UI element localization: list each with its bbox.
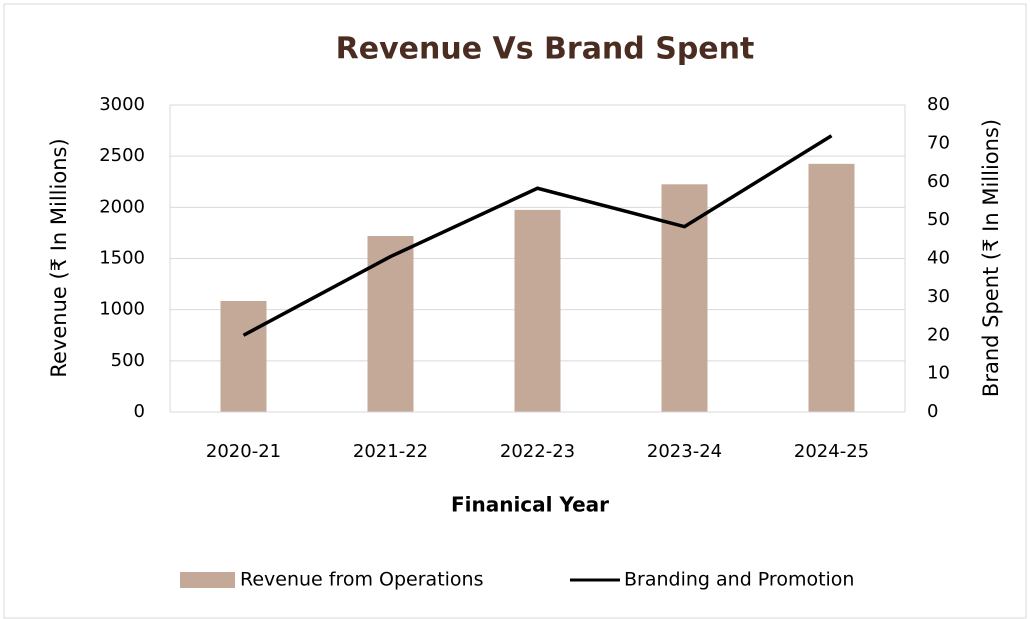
- y-tick-label: 1000: [99, 299, 145, 320]
- y-tick-label: 3000: [99, 94, 145, 115]
- y2-tick-label: 40: [927, 248, 950, 269]
- y2-tick-label: 20: [927, 324, 950, 345]
- x-tick-label: 2020-21: [206, 441, 281, 462]
- legend-label: Revenue from Operations: [240, 569, 484, 591]
- y2-tick-label: 50: [927, 209, 950, 230]
- y-axis-label: Revenue (₹ In Millions): [47, 138, 71, 377]
- line: [242, 134, 833, 337]
- y2-axis-label: Brand Spent (₹ In Millions): [979, 119, 1003, 397]
- bar: [220, 300, 267, 412]
- legend-label: Branding and Promotion: [624, 569, 854, 591]
- bar: [808, 163, 855, 412]
- x-tick-label: 2023-24: [647, 441, 722, 462]
- y2-tick-label: 30: [927, 286, 950, 307]
- bar: [367, 235, 414, 412]
- bar: [514, 209, 561, 412]
- chart-title: Revenue Vs Brand Spent: [336, 32, 755, 67]
- y-tick-label: 0: [134, 401, 145, 422]
- y2-tick-label: 60: [927, 171, 950, 192]
- y2-tick-label: 0: [927, 401, 938, 422]
- y-tick-label: 2000: [99, 196, 145, 217]
- x-tick-label: 2021-22: [353, 441, 428, 462]
- y-tick-label: 1500: [99, 248, 145, 269]
- y2-tick-label: 80: [927, 94, 950, 115]
- y2-tick-label: 10: [927, 363, 950, 384]
- y-tick-label: 500: [111, 350, 145, 371]
- x-tick-label: 2024-25: [794, 441, 869, 462]
- legend-swatch: [180, 572, 235, 588]
- y-tick-label: 2500: [99, 145, 145, 166]
- y2-tick-label: 70: [927, 132, 950, 153]
- x-tick-label: 2022-23: [500, 441, 575, 462]
- x-axis-label: Finanical Year: [451, 493, 609, 517]
